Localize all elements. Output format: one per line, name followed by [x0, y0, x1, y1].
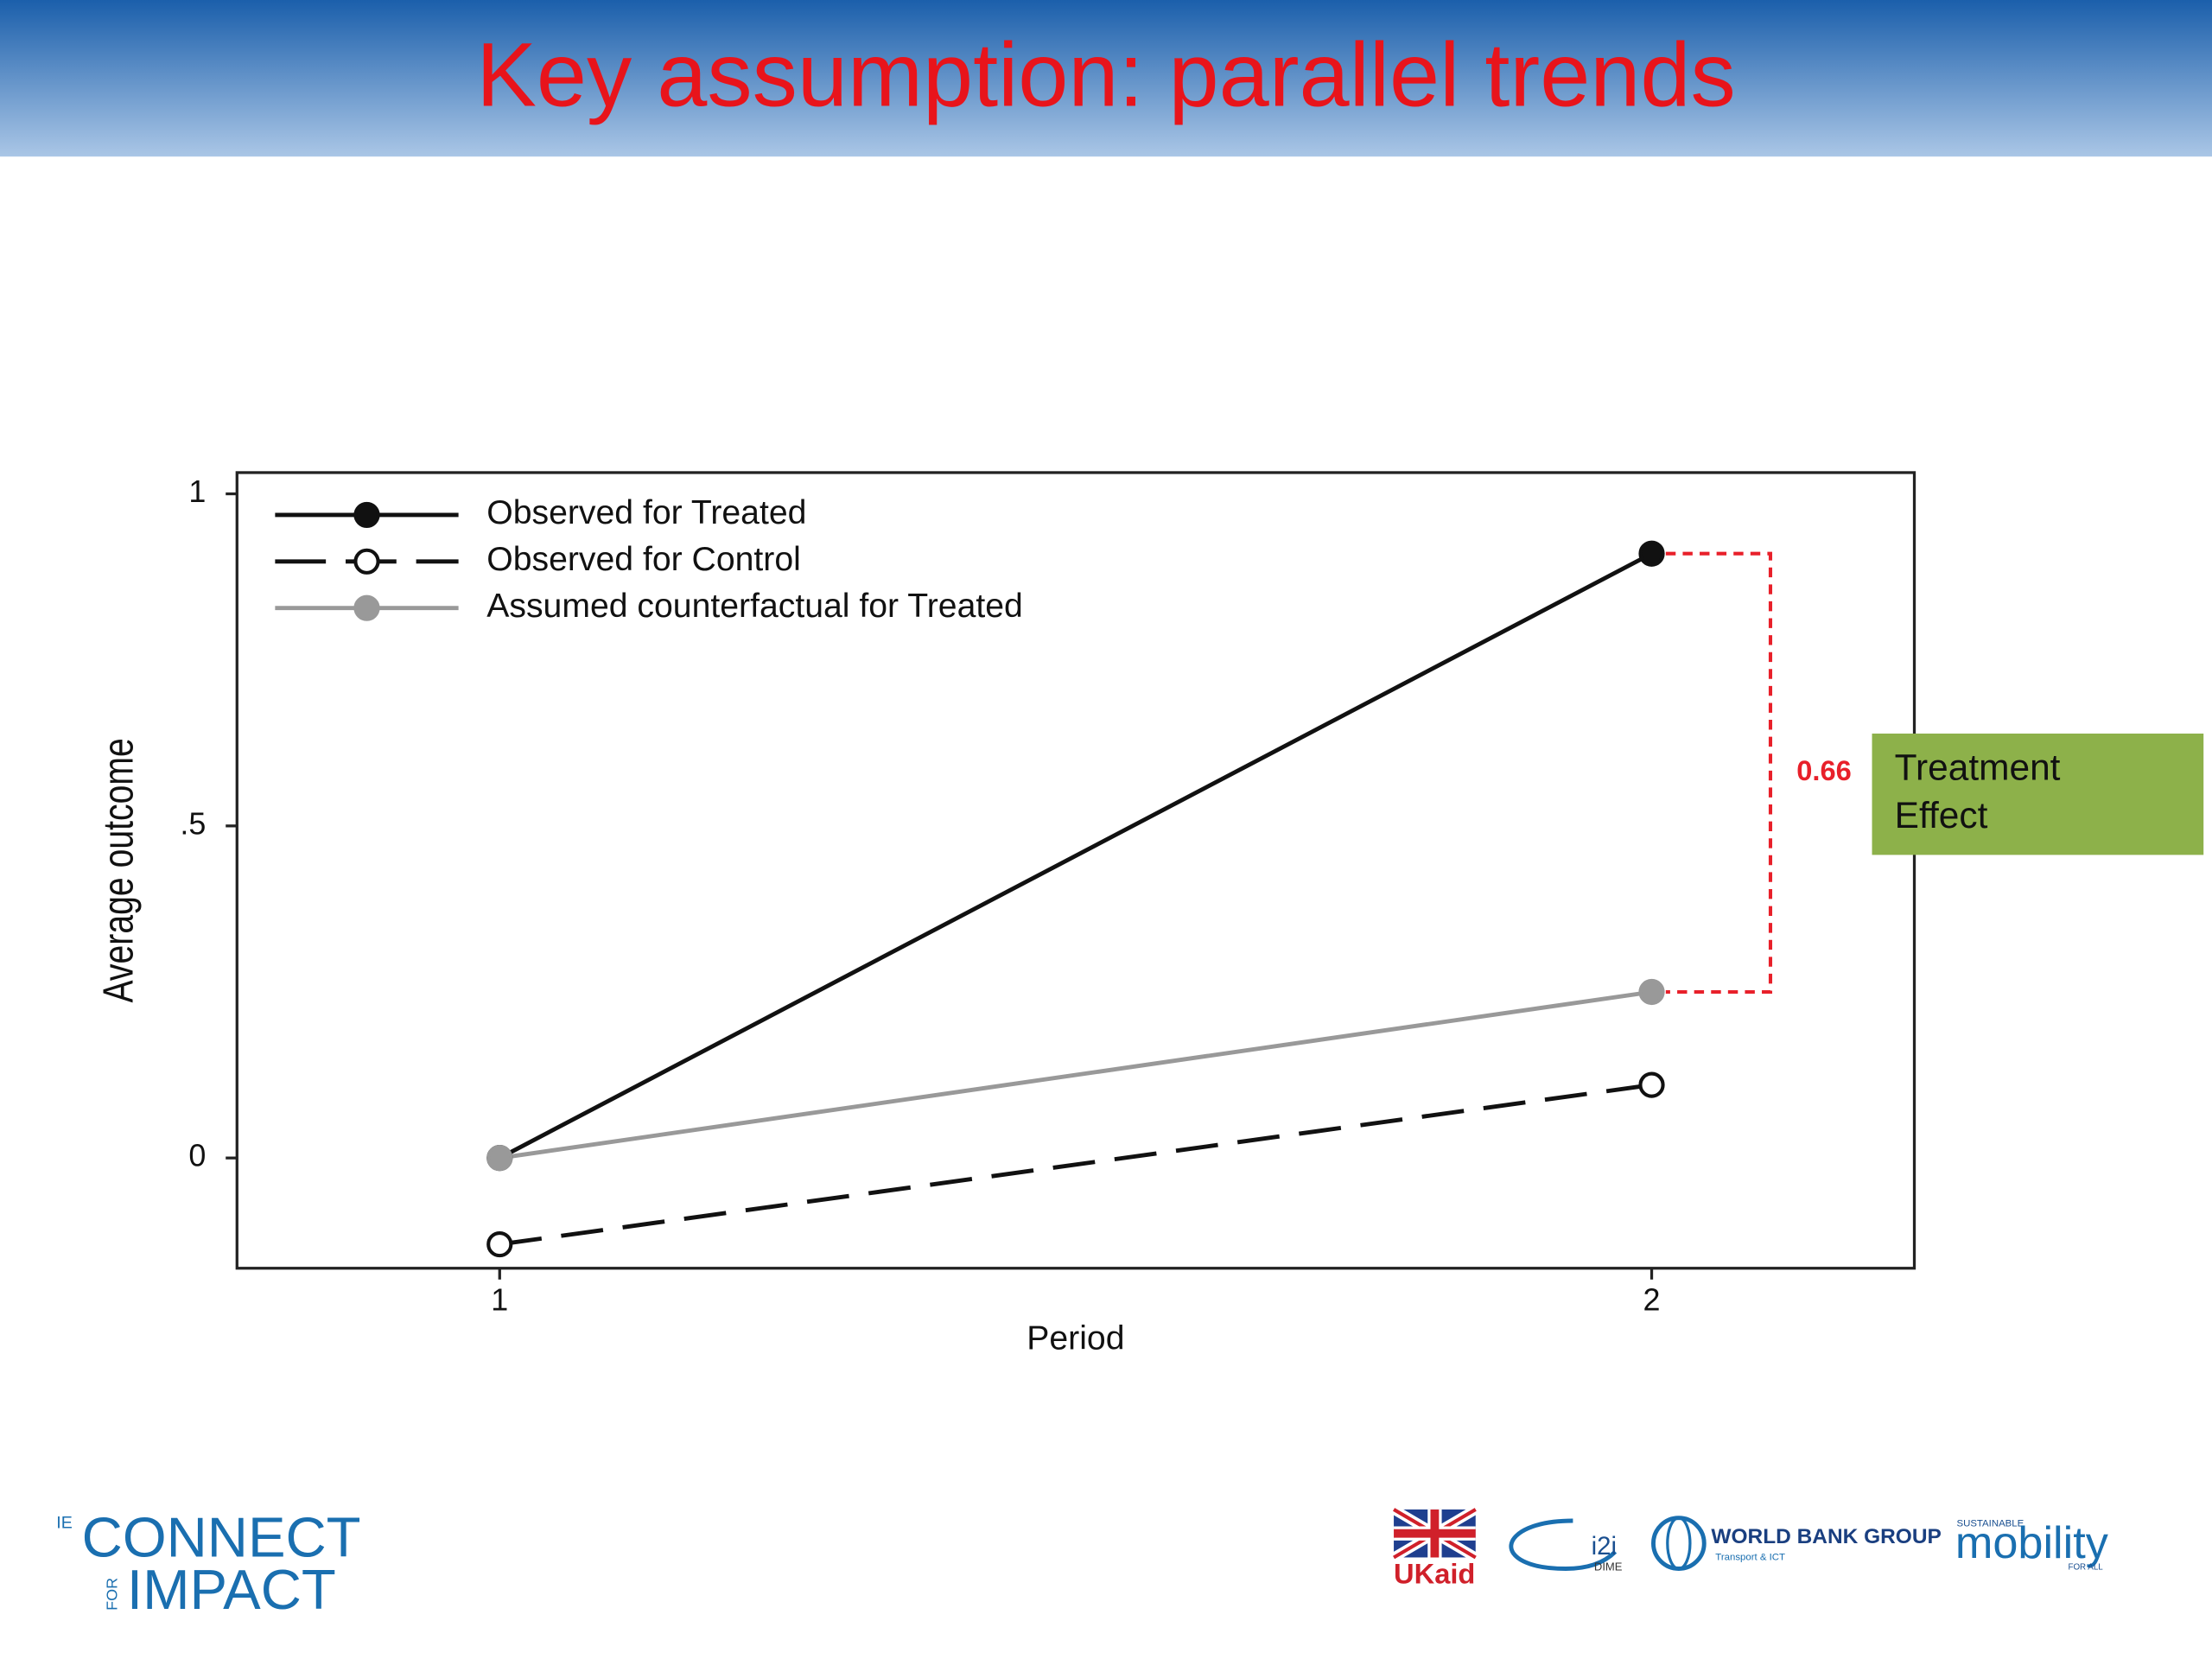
series-line	[499, 551, 1653, 1160]
plot-frame	[235, 471, 1916, 1270]
effect-bracket	[1665, 551, 1773, 995]
footer: IE CONNECT FOR IMPACT UKaid i2i DIME WOR…	[56, 1505, 2109, 1621]
i2i-swoosh	[1509, 1518, 1618, 1571]
logo-text: mobility	[1955, 1518, 2109, 1568]
globe-icon	[1666, 1516, 1692, 1571]
callout-text: Treatment	[1895, 747, 2061, 788]
series-marker	[486, 1145, 513, 1172]
y-tick-label: .5	[180, 805, 206, 841]
legend-marker	[353, 548, 380, 575]
logo-text: UKaid	[1394, 1557, 1475, 1589]
uk-flag	[1391, 1505, 1478, 1562]
logo-text: Transport & ICT	[1715, 1552, 1785, 1562]
x-axis-label: Period	[1027, 1319, 1124, 1357]
logo-text: FOR ALL	[2068, 1562, 2103, 1572]
logo-text: SUSTAINABLE	[1956, 1518, 2024, 1529]
x-tick-label: 1	[491, 1281, 508, 1317]
slide-title: Key assumption: parallel trends	[476, 24, 1736, 125]
legend-marker	[353, 594, 380, 621]
series-line	[499, 1083, 1652, 1247]
series-marker	[1638, 1071, 1665, 1098]
chart: 0 .5 1 1 2 Period Average outcome Observed for …	[95, 471, 2204, 1357]
callout-box	[1872, 733, 2204, 855]
effect-label: 0.66	[1796, 754, 1852, 786]
logo-text: FOR	[103, 1578, 120, 1611]
x-tick-label: 2	[1643, 1281, 1661, 1317]
logo-text: WORLD BANK GROUP	[1711, 1525, 1941, 1548]
callout-text: Effect	[1895, 795, 1988, 836]
logo-text: IMPACT	[127, 1558, 336, 1621]
y-axis-label: Average outcome	[95, 738, 142, 1002]
legend-marker	[353, 501, 380, 529]
y-tick-label: 0	[188, 1138, 206, 1173]
logo-prefix: IE	[56, 1513, 73, 1532]
legend-label: Observed for Control	[486, 541, 801, 578]
globe-icon	[1651, 1516, 1707, 1571]
legend-label: Observed for Treated	[486, 494, 806, 531]
series-marker	[1638, 540, 1665, 567]
logo-text: CONNECT	[82, 1506, 361, 1569]
series-marker	[1638, 978, 1665, 1006]
series-line	[499, 989, 1652, 1160]
legend-label: Assumed counterfactual for Treated	[486, 588, 1023, 625]
series-marker	[486, 1230, 513, 1258]
logo-text: DIME	[1594, 1560, 1623, 1573]
y-tick-label: 1	[188, 474, 206, 509]
header-band	[0, 0, 2212, 157]
logo-text: i2i	[1592, 1532, 1617, 1560]
